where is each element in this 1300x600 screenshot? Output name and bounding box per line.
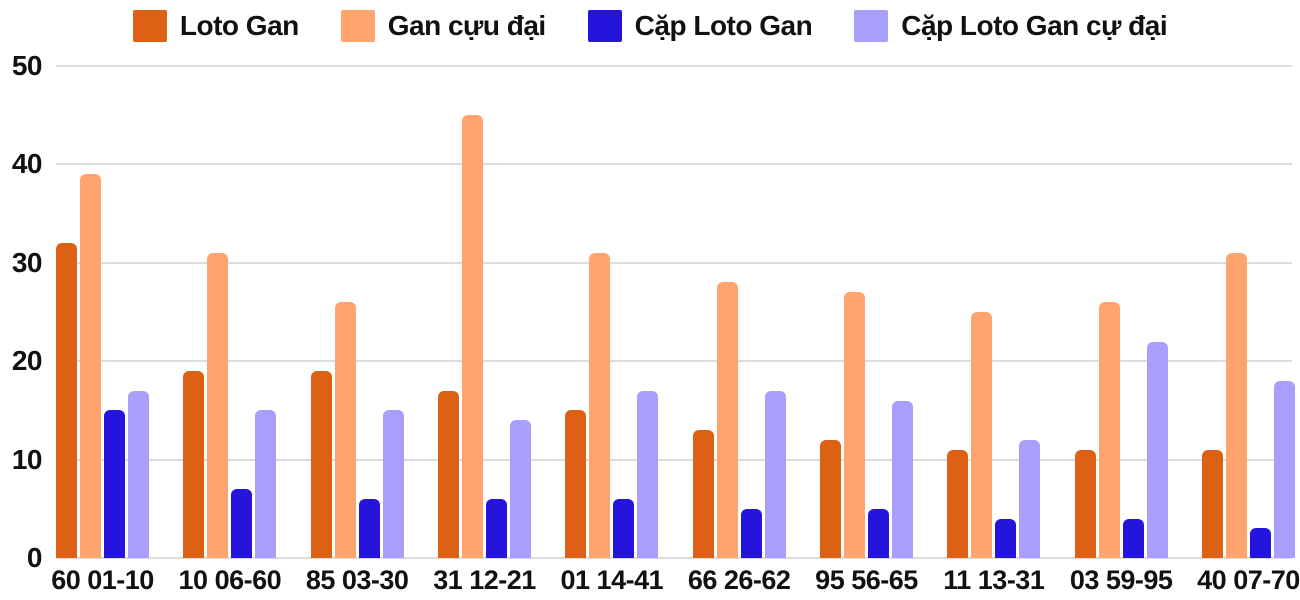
bar-gan-cuu-dai[interactable]: [461, 115, 483, 558]
bar-gan-cuu-dai[interactable]: [971, 312, 993, 558]
bar-loto-gan[interactable]: [56, 243, 77, 558]
bar-group-31-12-21: 31 12-21: [433, 0, 536, 595]
y-axis-tick-label: 20: [11, 345, 43, 377]
x-axis-category-label: 95 56-65: [815, 565, 918, 595]
bar-gan-cuu-dai[interactable]: [843, 292, 865, 558]
legend-swatch-icon: [587, 10, 622, 42]
bar-loto-gan[interactable]: [947, 449, 969, 558]
gridline-20: [56, 360, 1292, 363]
gridline-30: [56, 261, 1292, 264]
gridline-0: [56, 557, 1292, 559]
bar-cap-loto-gan[interactable]: [740, 508, 762, 558]
legend-swatch-icon: [854, 10, 889, 42]
legend-swatch-icon: [132, 10, 167, 42]
bar-cap-loto-gan[interactable]: [104, 410, 125, 558]
bar-group-01-14-41: 01 14-41: [561, 0, 664, 595]
bar-cap-loto-gan-cu-dai[interactable]: [891, 400, 913, 558]
bar-group-11-13-31: 11 13-31: [943, 0, 1045, 595]
bar-group-40-07-70: 40 07-70: [1197, 0, 1300, 595]
bar-loto-gan[interactable]: [692, 430, 714, 558]
bar-loto-gan[interactable]: [819, 439, 841, 558]
bar-cap-loto-gan-cu-dai[interactable]: [1019, 439, 1041, 558]
bar-gan-cuu-dai[interactable]: [589, 252, 611, 558]
legend-swatch-icon: [340, 10, 375, 42]
bar-loto-gan[interactable]: [310, 371, 332, 558]
y-axis-tick-label: 50: [11, 50, 43, 81]
bar-group-85-03-30: 85 03-30: [306, 0, 409, 595]
bar-cap-loto-gan[interactable]: [995, 518, 1017, 558]
bar-cap-loto-gan-cu-dai[interactable]: [128, 390, 149, 558]
bar-cap-loto-gan[interactable]: [485, 498, 507, 558]
bar-gan-cuu-dai[interactable]: [334, 302, 356, 558]
bars-area: 60 01-10 10 06-60 85 03-30 31 12-21 01 14-41…: [51, 0, 1300, 595]
x-axis-category-label: 60 01-10: [51, 565, 154, 595]
bar-group-03-59-95: 03 59-95: [1070, 0, 1173, 595]
x-axis-category-label: 31 12-21: [433, 565, 536, 595]
bar-gan-cuu-dai[interactable]: [716, 282, 738, 558]
legend-item-gan-cuu-dai[interactable]: Gan cựu đại: [340, 10, 546, 42]
bar-cap-loto-gan-cu-dai[interactable]: [1146, 341, 1168, 558]
bar-loto-gan[interactable]: [437, 390, 459, 558]
bar-cap-loto-gan-cu-dai[interactable]: [382, 410, 404, 558]
x-axis-category-label: 40 07-70: [1197, 565, 1300, 595]
y-axis-tick-label: 30: [11, 246, 43, 278]
bar-gan-cuu-dai[interactable]: [80, 174, 101, 558]
bar-cap-loto-gan-cu-dai[interactable]: [255, 410, 277, 558]
bar-cap-loto-gan[interactable]: [1249, 528, 1271, 558]
bar-cap-loto-gan[interactable]: [867, 508, 889, 558]
bar-loto-gan[interactable]: [1074, 449, 1096, 558]
x-axis-category-label: 66 26-62: [687, 565, 791, 595]
bar-cap-loto-gan-cu-dai[interactable]: [764, 390, 786, 558]
x-axis-category-label: 11 13-31: [943, 565, 1045, 595]
legend-item-loto-gan[interactable]: Loto Gan: [132, 10, 299, 42]
y-axis-tick-label: 40: [11, 148, 43, 180]
x-axis-category-label: 85 03-30: [305, 565, 409, 595]
gridline-50: [56, 65, 1292, 67]
bar-cap-loto-gan[interactable]: [1122, 518, 1144, 558]
bar-cap-loto-gan-cu-dai[interactable]: [1273, 380, 1295, 558]
bar-group-95-56-65: 95 56-65: [815, 0, 918, 595]
bar-gan-cuu-dai[interactable]: [1225, 252, 1247, 558]
bar-group-60-01-10: 60 01-10: [51, 0, 154, 595]
y-axis-tick-label: 0: [26, 542, 43, 573]
bar-gan-cuu-dai[interactable]: [1098, 302, 1120, 558]
gridline-40: [56, 163, 1292, 166]
chart-legend: Loto Gan Gan cựu đại Cặp Loto Gan Cặp Loto …: [0, 10, 1300, 42]
y-axis-tick-label: 10: [11, 443, 43, 475]
legend-label: Cặp Loto Gan cự đại: [901, 10, 1168, 41]
bar-group-10-06-60: 10 06-60: [179, 0, 282, 595]
bar-group-66-26-62: 66 26-62: [688, 0, 791, 595]
bar-cap-loto-gan[interactable]: [358, 498, 380, 558]
bar-cap-loto-gan[interactable]: [231, 489, 253, 558]
x-axis-category-label: 01 14-41: [560, 565, 664, 595]
x-axis-category-label: 03 59-95: [1069, 565, 1173, 595]
legend-label: Loto Gan: [179, 10, 299, 41]
bar-cap-loto-gan-cu-dai[interactable]: [509, 420, 531, 558]
x-axis-category-label: 10 06-60: [178, 565, 282, 595]
bar-loto-gan[interactable]: [565, 410, 587, 558]
legend-label: Cặp Loto Gan: [634, 10, 813, 41]
bar-gan-cuu-dai[interactable]: [207, 252, 229, 558]
legend-item-cap-loto-gan-cu-dai[interactable]: Cặp Loto Gan cự đại: [854, 10, 1168, 42]
bar-cap-loto-gan[interactable]: [613, 498, 635, 558]
bar-cap-loto-gan-cu-dai[interactable]: [637, 390, 659, 558]
bar-loto-gan[interactable]: [1201, 449, 1223, 558]
legend-label: Gan cựu đại: [387, 10, 546, 41]
bar-loto-gan[interactable]: [183, 371, 205, 558]
gridline-10: [56, 458, 1292, 461]
legend-item-cap-loto-gan[interactable]: Cặp Loto Gan: [587, 10, 813, 42]
